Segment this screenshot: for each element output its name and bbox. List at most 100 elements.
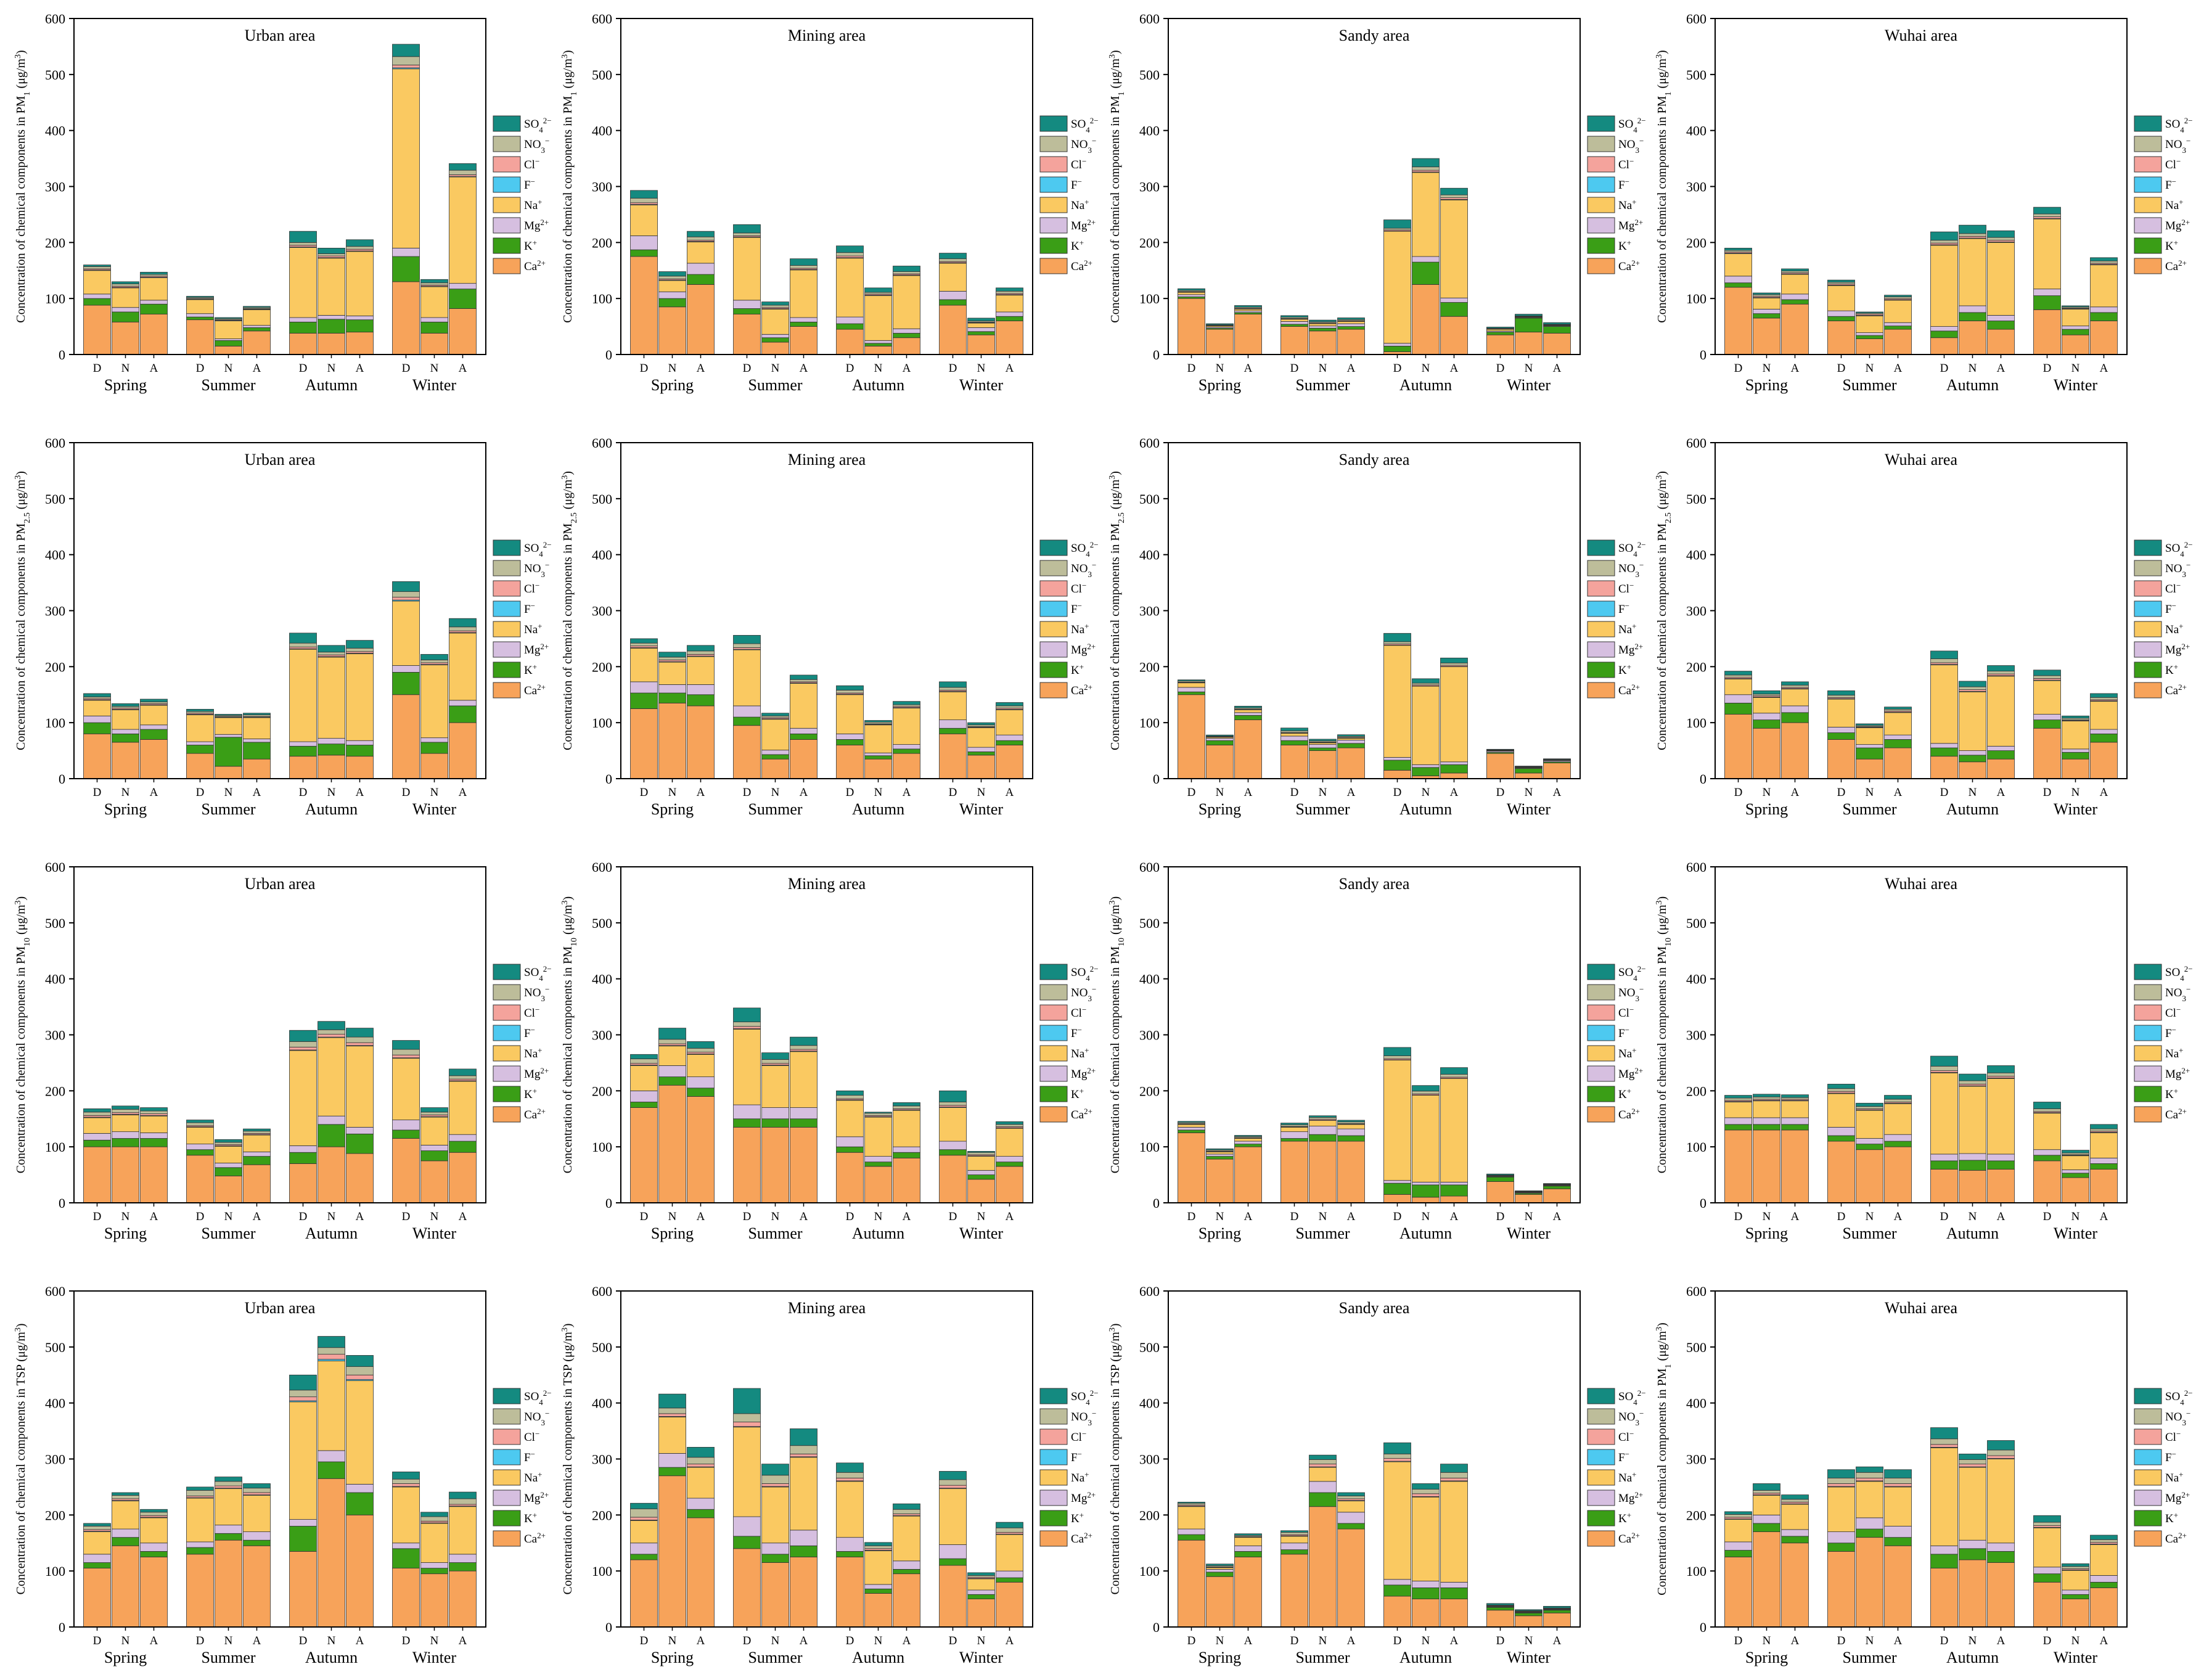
y-tick-label: 300 (1139, 179, 1160, 195)
bar-segment-Ca2 (1724, 714, 1752, 779)
bar-segment-Na (1280, 733, 1308, 737)
bar-segment-Ca2 (420, 333, 448, 355)
bar-segment-K (836, 739, 864, 745)
bar-segment-SO42 (140, 1107, 168, 1112)
season-label: Summer (201, 376, 255, 394)
legend-swatch (2134, 258, 2162, 274)
y-tick-label: 600 (45, 435, 65, 451)
chart-panel-13: Mining area0100200300400500600Concentrat… (560, 1284, 1099, 1666)
time-label: A (697, 1634, 705, 1647)
bar-segment-Mg2 (1884, 1134, 1912, 1142)
bar-segment-Cl (733, 647, 761, 650)
bar-segment-Cl (630, 645, 658, 648)
bar-segment-SO42 (864, 287, 892, 293)
bar-segment-NO3 (449, 170, 477, 175)
time-label: A (697, 786, 705, 799)
bar-segment-K (2090, 312, 2118, 321)
bar-segment-Ca2 (1383, 1194, 1411, 1203)
y-tick-label: 600 (1686, 1284, 1706, 1299)
legend-label: Mg2+ (2165, 1490, 2190, 1506)
chart-title: Urban area (245, 875, 316, 893)
legend-label: Mg2+ (1618, 642, 1643, 657)
chart-title: Sandy area (1339, 27, 1410, 44)
legend-swatch (493, 964, 521, 980)
season-label: Summer (1295, 376, 1350, 394)
bar-segment-SO42 (1515, 1609, 1543, 1612)
bar-segment-K (1178, 691, 1205, 695)
legend-swatch (493, 1510, 521, 1526)
time-label: N (1319, 362, 1327, 375)
season-label: Spring (104, 1224, 147, 1242)
y-axis-label: Concentration of chemical components in … (14, 1324, 28, 1595)
legend-swatch (1587, 1045, 1615, 1062)
bar-segment-Na (967, 727, 995, 748)
legend-swatch (493, 197, 521, 213)
bar-segment-Na (790, 683, 817, 729)
bar-segment-K (83, 298, 111, 306)
bar-segment-Na (392, 1486, 420, 1544)
legend-swatch (2134, 641, 2162, 658)
bar-segment-Ca2 (140, 314, 168, 355)
time-label: D (1187, 1634, 1196, 1647)
bar-segment-NO3 (864, 1545, 892, 1549)
y-tick-label: 200 (45, 659, 65, 674)
legend-swatch (493, 539, 521, 556)
bar-segment-Na (243, 717, 271, 739)
legend-label: Cl− (1071, 1005, 1086, 1020)
time-label: N (1319, 1634, 1327, 1647)
legend-swatch (1587, 539, 1615, 556)
chart-panel-3: Wuhai area0100200300400500600Concentrati… (1655, 11, 2193, 394)
bar-segment-Ca2 (1781, 1129, 1809, 1203)
bar-segment-Mg2 (215, 1525, 242, 1534)
bar-segment-Cl (420, 662, 448, 665)
bar-segment-SO42 (1753, 1483, 1780, 1491)
time-label: N (977, 362, 986, 375)
bar-segment-Mg2 (346, 1483, 374, 1493)
bar-segment-SO42 (1781, 268, 1809, 272)
bar-segment-Na (449, 176, 477, 284)
bar-segment-Na (1724, 1102, 1752, 1118)
time-label: N (430, 1210, 439, 1223)
legend-label: F− (524, 601, 535, 617)
bar-segment-Ca2 (687, 1096, 715, 1203)
bar-segment-SO42 (243, 1128, 271, 1132)
bar-segment-SO42 (1412, 1483, 1440, 1489)
bar-segment-Na (243, 1134, 271, 1152)
bar-segment-K (658, 692, 686, 703)
bar-segment-Ca2 (630, 1559, 658, 1628)
bar-segment-Cl (1987, 1076, 2015, 1078)
y-tick-label: 300 (1686, 604, 1706, 619)
bar-segment-NO3 (1930, 658, 1958, 663)
bar-segment-Ca2 (215, 345, 242, 355)
bar-segment-Cl (449, 1504, 477, 1507)
bar-segment-Na (140, 1115, 168, 1133)
bar-segment-Mg2 (893, 1560, 920, 1570)
time-label: D (1187, 1210, 1196, 1223)
bar-segment-Mg2 (1884, 734, 1912, 740)
bar-segment-K (1234, 715, 1262, 721)
bar-segment-SO42 (1959, 1453, 1986, 1460)
y-axis-label: Concentration of chemical components in … (560, 471, 579, 750)
legend-swatch (2134, 1025, 2162, 1041)
bar-segment-Mg2 (893, 328, 920, 334)
bar-segment-Ca2 (318, 333, 345, 355)
bar-segment-Mg2 (243, 1151, 271, 1157)
bar-segment-Na (215, 717, 242, 735)
bar-segment-Ca2 (733, 725, 761, 779)
bar-segment-K (346, 745, 374, 757)
bar-segment-K (2062, 1594, 2089, 1599)
season-label: Summer (1295, 1649, 1350, 1666)
time-label: N (1763, 1210, 1771, 1223)
bar-segment-SO42 (1337, 734, 1365, 737)
bar-segment-Na (893, 275, 920, 329)
time-label: A (903, 1634, 911, 1647)
bar-segment-NO3 (1309, 1117, 1337, 1120)
bar-segment-NO3 (687, 1457, 715, 1465)
time-label: D (743, 786, 752, 799)
bar-segment-NO3 (1930, 240, 1958, 244)
bar-segment-K (790, 1118, 817, 1128)
bar-segment-K (1959, 1160, 1986, 1171)
bar-segment-Mg2 (1383, 757, 1411, 761)
legend-swatch (1039, 217, 1068, 234)
bar-segment-K (112, 1537, 139, 1546)
